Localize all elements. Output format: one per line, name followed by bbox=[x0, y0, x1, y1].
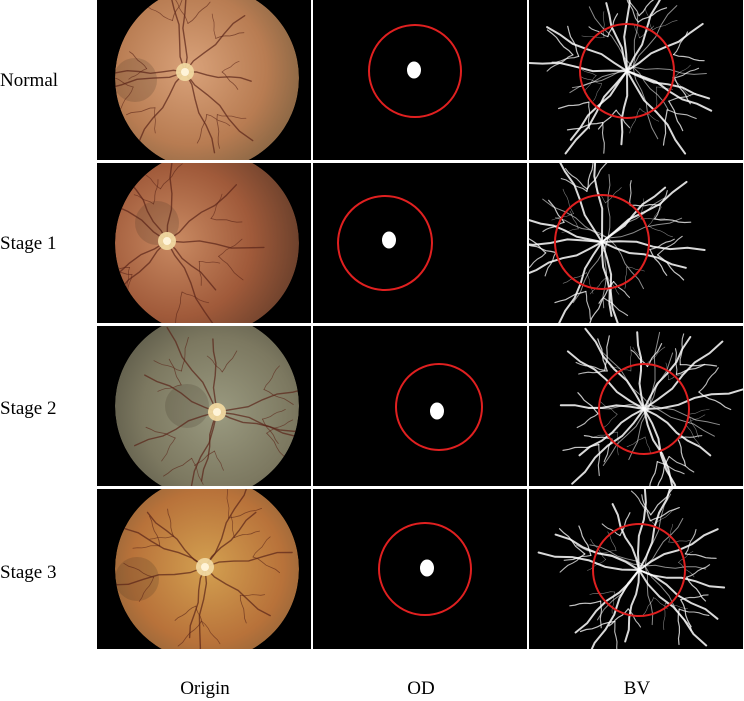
row-label-stage-2: Stage 2 bbox=[0, 398, 57, 419]
od-panel-stage-3 bbox=[313, 489, 527, 649]
optic-disc-mask bbox=[420, 559, 434, 577]
bv-panel-stage-2 bbox=[529, 326, 743, 486]
origin-panel-stage-3 bbox=[97, 489, 311, 649]
bv-panel-normal bbox=[529, 0, 743, 160]
vessel-map-stage-1 bbox=[529, 163, 743, 323]
od-mask-stage-1 bbox=[313, 163, 527, 323]
column-label-od: OD bbox=[407, 678, 435, 699]
fundus-photo-stage-2 bbox=[97, 326, 311, 486]
optic-disc-mask bbox=[382, 231, 396, 249]
origin-panel-stage-2 bbox=[97, 326, 311, 486]
row-label-normal: Normal bbox=[0, 70, 59, 91]
roi-circle bbox=[598, 363, 690, 455]
od-panel-normal bbox=[313, 0, 527, 160]
roi-circle bbox=[579, 23, 675, 119]
row-label-stage-1: Stage 1 bbox=[0, 233, 57, 254]
column-label-origin: Origin bbox=[180, 678, 230, 699]
row-label-stage-3: Stage 3 bbox=[0, 562, 57, 583]
vessel-tree bbox=[537, 489, 726, 649]
optic-disc-mask bbox=[430, 402, 444, 420]
roi-circle bbox=[395, 363, 483, 451]
roi-circle bbox=[554, 194, 650, 290]
vessel-map-stage-3 bbox=[529, 489, 743, 649]
od-panel-stage-2 bbox=[313, 326, 527, 486]
bv-panel-stage-3 bbox=[529, 489, 743, 649]
fundus-photo-stage-1 bbox=[97, 163, 311, 323]
origin-panel-stage-1 bbox=[97, 163, 311, 323]
od-mask-stage-2 bbox=[313, 326, 527, 486]
roi-circle bbox=[592, 523, 686, 617]
roi-circle bbox=[337, 195, 433, 291]
bv-panel-stage-1 bbox=[529, 163, 743, 323]
origin-panel-normal bbox=[97, 0, 311, 160]
fundus-photo-normal bbox=[97, 0, 311, 160]
vessel-map-normal bbox=[529, 0, 743, 160]
image-grid bbox=[97, 0, 744, 652]
od-mask-normal bbox=[313, 0, 527, 160]
vessel-tree bbox=[559, 327, 743, 486]
roi-circle bbox=[368, 24, 462, 118]
vessel-tree bbox=[529, 163, 706, 323]
od-mask-stage-3 bbox=[313, 489, 527, 649]
roi-circle bbox=[378, 522, 472, 616]
vessel-map-stage-2 bbox=[529, 326, 743, 486]
column-label-bv: BV bbox=[623, 678, 651, 699]
fundus-photo-stage-3 bbox=[97, 489, 311, 649]
optic-disc-mask bbox=[407, 61, 421, 79]
od-panel-stage-1 bbox=[313, 163, 527, 323]
